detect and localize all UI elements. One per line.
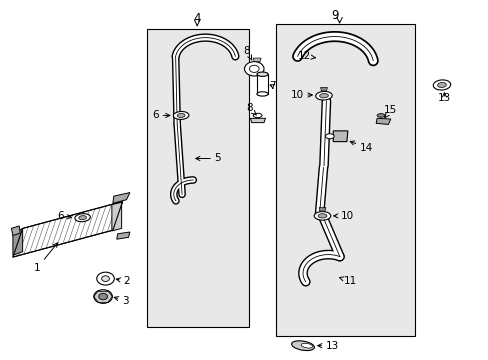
Ellipse shape: [301, 343, 312, 348]
Polygon shape: [256, 74, 267, 94]
Ellipse shape: [177, 113, 184, 117]
Ellipse shape: [291, 341, 314, 351]
Polygon shape: [319, 208, 325, 211]
Ellipse shape: [325, 134, 333, 139]
Ellipse shape: [253, 113, 262, 118]
Polygon shape: [112, 202, 122, 231]
Circle shape: [249, 65, 259, 72]
Ellipse shape: [437, 82, 446, 87]
Polygon shape: [13, 202, 122, 257]
Text: 8: 8: [245, 103, 256, 115]
Text: 3: 3: [114, 296, 128, 306]
Polygon shape: [253, 58, 261, 62]
Text: 5: 5: [195, 153, 221, 163]
Polygon shape: [250, 118, 265, 123]
Ellipse shape: [256, 72, 267, 76]
Text: 10: 10: [290, 90, 312, 100]
Ellipse shape: [173, 112, 188, 120]
Polygon shape: [332, 131, 347, 141]
Circle shape: [97, 272, 114, 285]
Polygon shape: [113, 193, 130, 203]
Circle shape: [102, 276, 109, 282]
Text: 6: 6: [57, 211, 71, 221]
Ellipse shape: [314, 212, 330, 220]
Text: 8: 8: [243, 46, 251, 60]
Ellipse shape: [315, 91, 331, 100]
Ellipse shape: [79, 216, 86, 220]
Ellipse shape: [376, 114, 384, 117]
Ellipse shape: [256, 92, 267, 96]
Text: 2: 2: [116, 276, 129, 286]
Text: 6: 6: [152, 111, 169, 121]
Polygon shape: [117, 232, 130, 239]
Text: 4: 4: [193, 12, 201, 25]
Ellipse shape: [75, 213, 90, 222]
Text: 13: 13: [437, 93, 450, 103]
Text: 7: 7: [269, 81, 276, 91]
Bar: [276, 24, 414, 336]
Ellipse shape: [318, 214, 326, 218]
Polygon shape: [320, 87, 327, 91]
Text: 1: 1: [34, 243, 58, 273]
Polygon shape: [13, 228, 22, 255]
Text: 10: 10: [333, 211, 353, 221]
Circle shape: [244, 62, 264, 76]
Circle shape: [99, 293, 107, 300]
Polygon shape: [375, 118, 390, 125]
Ellipse shape: [432, 80, 450, 90]
Polygon shape: [11, 226, 20, 235]
Text: 13: 13: [317, 341, 338, 351]
Text: 14: 14: [349, 141, 372, 153]
Text: 12: 12: [297, 51, 315, 61]
Ellipse shape: [319, 94, 327, 98]
Text: 11: 11: [339, 276, 357, 286]
Text: 15: 15: [384, 105, 397, 118]
Text: 9: 9: [330, 9, 338, 22]
Circle shape: [94, 290, 112, 303]
Bar: [147, 30, 249, 327]
